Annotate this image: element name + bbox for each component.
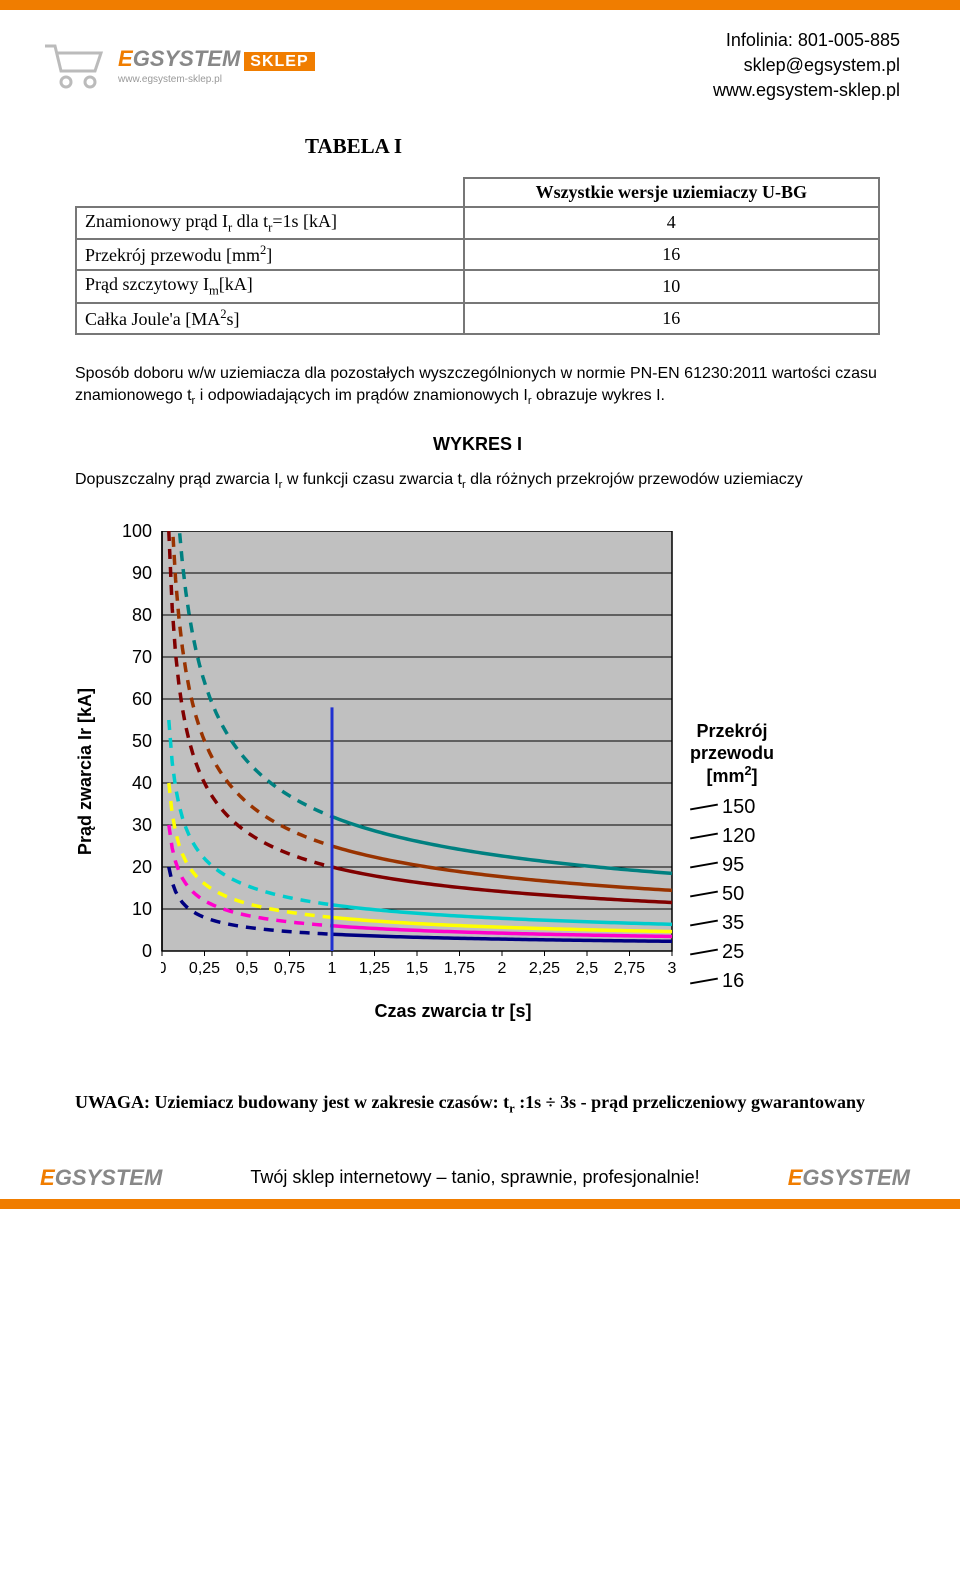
svg-text:0,25: 0,25 [189, 960, 220, 977]
logo-main: EGSYSTEMSKLEP [118, 46, 315, 72]
table-param-cell: Znamionowy prąd Ir dla tr=1s [kA] [76, 207, 464, 240]
table-header-row: Wszystkie wersje uziemiaczy U-BG [76, 178, 879, 207]
svg-text:1: 1 [328, 960, 337, 977]
svg-text:30: 30 [132, 815, 152, 835]
legend-label: 120 [722, 825, 755, 848]
table-col-header: Wszystkie wersje uziemiaczy U-BG [464, 178, 879, 207]
svg-text:2: 2 [498, 960, 507, 977]
website: www.egsystem-sklep.pl [713, 78, 900, 103]
svg-text:60: 60 [132, 689, 152, 709]
chart-caption: Dopuszczalny prąd zwarcia Ir w funkcji c… [75, 471, 880, 491]
legend-connector [690, 920, 718, 927]
table-row: Prąd szczytowy Im[kA]10 [76, 270, 879, 303]
tabela-title: TABELA I [305, 134, 880, 159]
table-param-cell: Przekrój przewodu [mm2] [76, 239, 464, 270]
legend-label: 50 [722, 883, 744, 906]
svg-text:80: 80 [132, 605, 152, 625]
svg-text:40: 40 [132, 773, 152, 793]
legend-item: 35 [690, 912, 774, 935]
legend-connector [690, 978, 718, 985]
svg-text:1,25: 1,25 [359, 960, 390, 977]
body-paragraph: Sposób doboru w/w uziemiacza dla pozosta… [75, 363, 880, 410]
page-footer: EGSYSTEM Twój sklep internetowy – tanio,… [0, 1147, 960, 1199]
footer-logo-right: EGSYSTEM [788, 1165, 910, 1191]
legend-item: 120 [690, 825, 774, 848]
table-row: Całka Joule'a [MA2s]16 [76, 303, 879, 334]
uwaga-note: UWAGA: Uziemiacz budowany jest w zakresi… [75, 1092, 880, 1117]
legend-item: 95 [690, 854, 774, 877]
contact-block: Infolinia: 801-005-885 sklep@egsystem.pl… [713, 28, 910, 104]
email: sklep@egsystem.pl [713, 53, 900, 78]
svg-text:0,75: 0,75 [274, 960, 305, 977]
legend-connector [690, 804, 718, 811]
footer-tagline: Twój sklep internetowy – tanio, sprawnie… [162, 1167, 787, 1188]
svg-text:2,25: 2,25 [529, 960, 560, 977]
cart-icon [40, 38, 110, 93]
logo: EGSYSTEMSKLEP www.egsystem-sklep.pl [40, 38, 315, 93]
legend-item: 16 [690, 970, 774, 993]
legend-connector [690, 891, 718, 898]
table-value-cell: 4 [464, 207, 879, 240]
svg-text:100: 100 [122, 521, 152, 541]
svg-text:2,75: 2,75 [614, 960, 645, 977]
svg-text:50: 50 [132, 731, 152, 751]
chart-svg: 010203040506070809010000,250,50,7511,251… [102, 521, 682, 991]
legend-item: 50 [690, 883, 774, 906]
table-param-cell: Całka Joule'a [MA2s] [76, 303, 464, 334]
svg-text:0: 0 [142, 941, 152, 961]
svg-text:10: 10 [132, 899, 152, 919]
y-axis-label: Prąd zwarcia Ir [kA] [75, 688, 96, 855]
legend-item: 25 [690, 941, 774, 964]
legend: Przekrójprzewodu[mm2] 150 120 95 50 35 25 16 [690, 521, 774, 993]
table-value-cell: 16 [464, 239, 879, 270]
svg-text:70: 70 [132, 647, 152, 667]
svg-text:1,75: 1,75 [444, 960, 475, 977]
legend-label: 95 [722, 854, 744, 877]
legend-label: 16 [722, 970, 744, 993]
legend-item: 150 [690, 796, 774, 819]
svg-text:20: 20 [132, 857, 152, 877]
svg-text:0,5: 0,5 [236, 960, 258, 977]
svg-text:3: 3 [668, 960, 677, 977]
infolinia: Infolinia: 801-005-885 [713, 28, 900, 53]
table-param-cell: Prąd szczytowy Im[kA] [76, 270, 464, 303]
table-row: Przekrój przewodu [mm2]16 [76, 239, 879, 270]
svg-text:90: 90 [132, 563, 152, 583]
x-axis-label: Czas zwarcia tr [s] [132, 1001, 774, 1022]
params-table: Wszystkie wersje uziemiaczy U-BG Znamion… [75, 177, 880, 335]
chart-area: Prąd zwarcia Ir [kA] 0 10 20 30 40 50 60 70 80 90… [75, 521, 880, 1022]
legend-connector [690, 949, 718, 956]
svg-text:1,5: 1,5 [406, 960, 428, 977]
bottom-accent-bar [0, 1199, 960, 1209]
legend-connector [690, 862, 718, 869]
svg-text:2,5: 2,5 [576, 960, 598, 977]
legend-label: 25 [722, 941, 744, 964]
legend-title: Przekrójprzewodu[mm2] [690, 721, 774, 788]
footer-logo-left: EGSYSTEM [40, 1165, 162, 1191]
legend-label: 150 [722, 796, 755, 819]
main-content: TABELA I Wszystkie wersje uziemiaczy U-B… [0, 112, 960, 1147]
legend-label: 35 [722, 912, 744, 935]
logo-subtext: www.egsystem-sklep.pl [118, 74, 315, 85]
table-row: Znamionowy prąd Ir dla tr=1s [kA]4 [76, 207, 879, 240]
top-accent-bar [0, 0, 960, 10]
table-value-cell: 16 [464, 303, 879, 334]
legend-connector [690, 833, 718, 840]
wykres-title: WYKRES I [75, 434, 880, 455]
page-header: EGSYSTEMSKLEP www.egsystem-sklep.pl Info… [0, 10, 960, 112]
table-value-cell: 10 [464, 270, 879, 303]
